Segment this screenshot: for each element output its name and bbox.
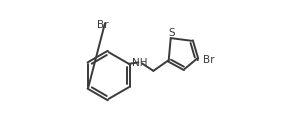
Text: Br: Br: [203, 55, 214, 65]
Text: NH: NH: [132, 58, 148, 68]
Text: S: S: [168, 28, 175, 38]
Text: Br: Br: [97, 20, 108, 30]
